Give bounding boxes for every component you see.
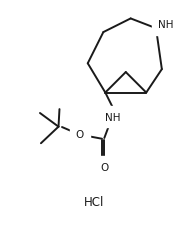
Text: O: O [76,130,84,140]
Text: HCl: HCl [83,195,104,208]
Text: NH: NH [105,112,121,122]
Text: NH: NH [158,20,174,30]
Text: O: O [100,162,108,172]
